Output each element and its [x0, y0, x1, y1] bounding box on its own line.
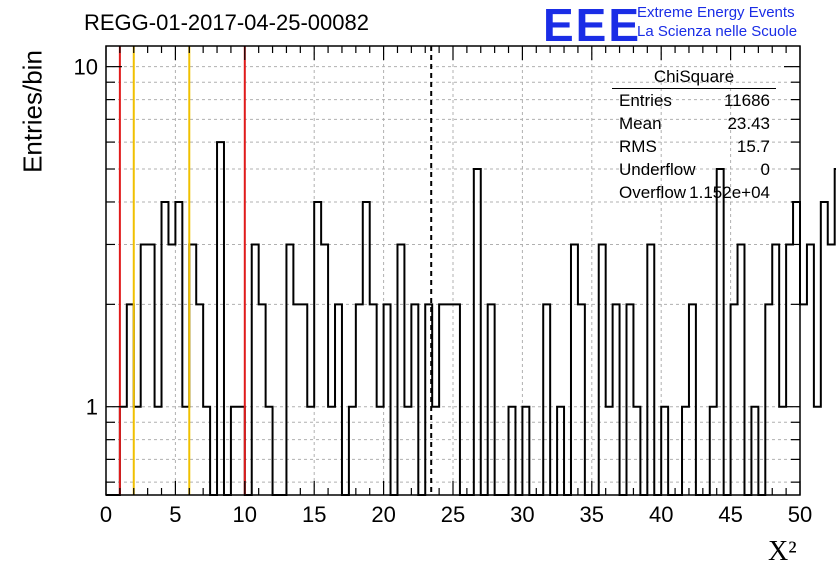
stats-row: Overflow 1.152e+04 [612, 183, 776, 206]
y-tick-label: 1 [86, 395, 98, 420]
stats-row: Entries 11686 [612, 91, 776, 114]
stats-value: 11686 [723, 91, 770, 110]
y-axis-label: Entries/bin [17, 50, 48, 173]
stats-value: 15.7 [736, 137, 770, 156]
x-tick-label: 10 [233, 502, 257, 527]
stats-key: Underflow [619, 160, 696, 179]
stats-box: ChiSquare Entries 11686 Mean 23.43 RMS 1… [612, 67, 776, 206]
stats-key: Entries [619, 91, 672, 110]
stats-key: RMS [619, 137, 657, 156]
x-tick-label: 45 [718, 502, 742, 527]
x-tick-label: 0 [100, 502, 112, 527]
stats-value: 23.43 [727, 114, 770, 133]
x-tick-label: 5 [169, 502, 181, 527]
x-tick-label: 20 [371, 502, 395, 527]
x-axis-label: X² [768, 536, 797, 567]
y-tick-label: 10 [74, 55, 98, 80]
stats-value: 0 [760, 160, 770, 179]
stats-row: RMS 15.7 [612, 137, 776, 160]
logo-line-1: Extreme Energy Events [637, 4, 795, 21]
stats-value: 1.152e+04 [689, 183, 770, 202]
stats-title: ChiSquare [612, 67, 776, 89]
x-tick-label: 15 [302, 502, 326, 527]
x-tick-label: 25 [441, 502, 465, 527]
x-tick-label: 30 [510, 502, 534, 527]
x-tick-label: 50 [788, 502, 812, 527]
eee-logo: EEE [543, 0, 642, 51]
chart-title: REGG-01-2017-04-25-00082 [84, 10, 369, 35]
stats-row: Underflow 0 [612, 160, 776, 183]
stats-key: Overflow [619, 183, 687, 202]
x-tick-label: 40 [649, 502, 673, 527]
logo-line-2: La Scienza nelle Scuole [637, 23, 798, 40]
stats-row: Mean 23.43 [612, 114, 776, 137]
x-tick-label: 35 [580, 502, 604, 527]
stats-key: Mean [619, 114, 662, 133]
